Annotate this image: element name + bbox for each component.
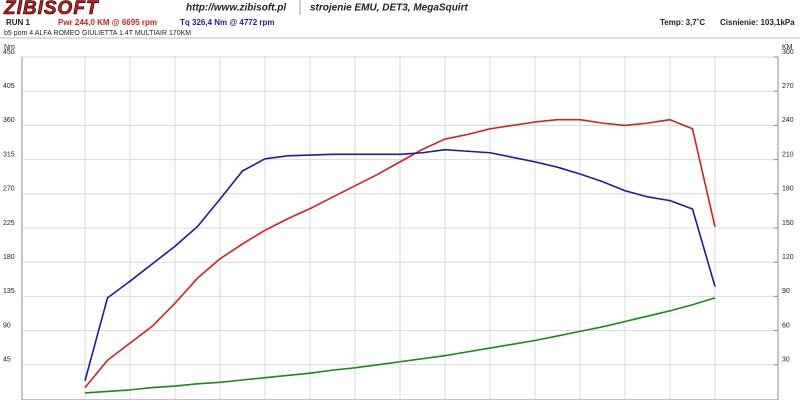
y2-tick-label: 180 — [782, 186, 794, 193]
tagline: strojenie EMU, DET3, MegaSquirt — [310, 3, 468, 14]
y-tick-label: 315 — [3, 151, 15, 158]
legend-torque: Tq 326,4 Nm @ 4772 rpm — [180, 18, 275, 27]
y-tick-label: 405 — [3, 83, 15, 90]
y-axis-label: Nm — [4, 44, 15, 51]
logo: ZIBISOFT — [3, 0, 99, 19]
url: http://www.zibisoft.pl — [186, 3, 286, 14]
y2-tick-label: 120 — [782, 254, 794, 261]
y2-tick-label: 60 — [782, 322, 790, 329]
y-tick-label: 135 — [3, 288, 15, 295]
y-tick-label: 225 — [3, 220, 15, 227]
description: b5 pom 4 ALFA ROMEO GIULIETTA 1.4T MULTI… — [4, 30, 191, 37]
y-tick-label: 360 — [3, 117, 15, 124]
temperature: Temp: 3,7˚C — [660, 18, 705, 27]
run-label: RUN 1 — [6, 18, 31, 27]
legend-power: Pwr 244,0 KM @ 6695 rpm — [58, 18, 157, 27]
series-line — [84, 118, 716, 389]
y-tick-label: 45 — [3, 357, 11, 364]
pressure: Cisnienie: 103,1kPa — [720, 18, 795, 27]
y2-tick-label: 30 — [782, 357, 790, 364]
y-tick-label: 90 — [3, 322, 11, 329]
series-line — [84, 148, 716, 381]
y2-tick-label: 270 — [782, 83, 794, 90]
y2-tick-label: 210 — [782, 151, 794, 158]
y2-tick-label: 90 — [782, 288, 790, 295]
y2-axis-label: KM — [782, 44, 793, 51]
y-tick-label: 270 — [3, 186, 15, 193]
y2-tick-label: 150 — [782, 220, 794, 227]
y2-tick-label: 300 — [782, 49, 794, 56]
series-line — [84, 297, 716, 394]
y2-tick-label: 240 — [782, 117, 794, 124]
y-tick-label: 180 — [3, 254, 15, 261]
y-tick-label: 450 — [3, 49, 15, 56]
